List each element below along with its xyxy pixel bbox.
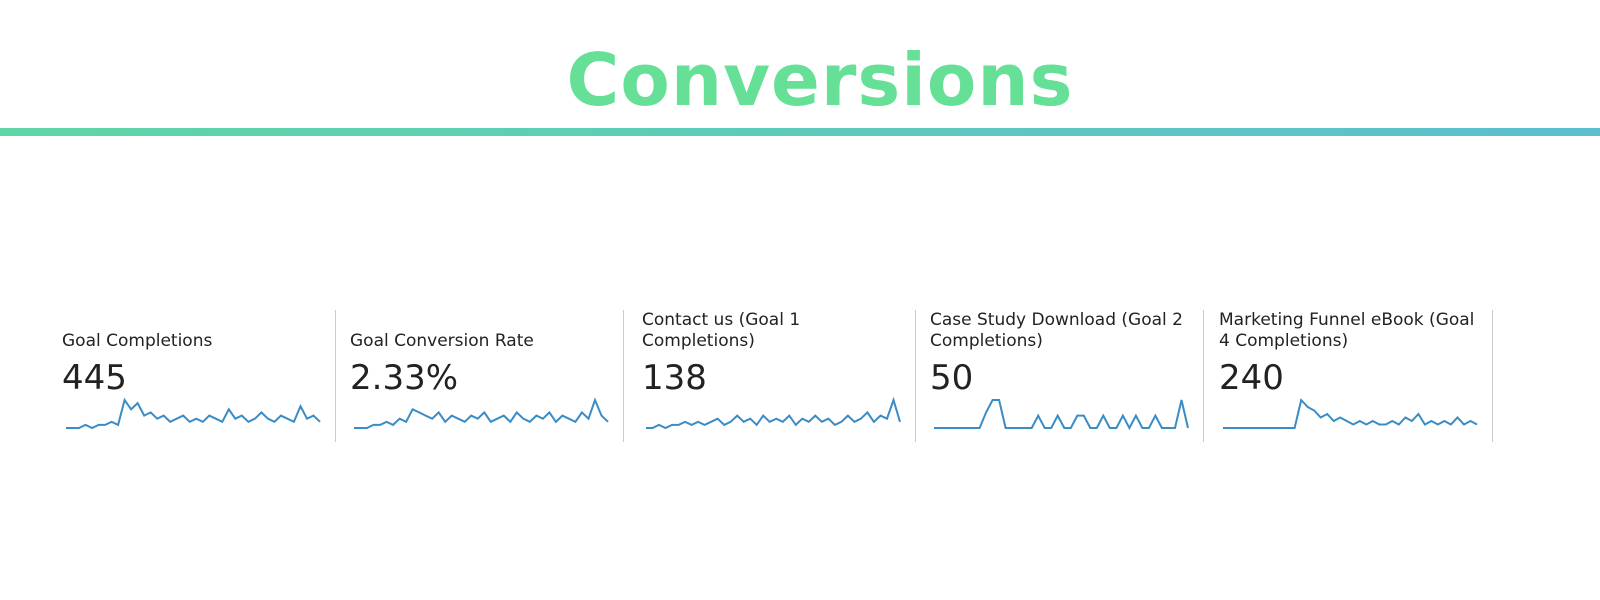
sparkline [646, 396, 901, 430]
sparkline-line [1223, 397, 1478, 429]
card-value: 2.33% [350, 358, 459, 398]
card-label: Case Study Download (Goal 2 Completions) [930, 310, 1183, 351]
scorecard: Contact us (Goal 1 Completions) 138 [642, 310, 916, 442]
sparkline [354, 397, 609, 429]
sparkline-line [66, 397, 321, 430]
sparkline [1223, 397, 1478, 429]
scorecard: Case Study Download (Goal 2 Completions)… [930, 310, 1204, 442]
header-rule [0, 128, 1600, 136]
scorecard: Goal Conversion Rate 2.33% [350, 310, 624, 442]
divider [623, 310, 624, 442]
divider [915, 310, 916, 442]
card-value: 445 [62, 358, 127, 398]
sparkline-line [934, 399, 1189, 431]
card-value: 138 [642, 358, 707, 398]
card-label: Goal Completions [62, 331, 213, 351]
page-title: Conversions [566, 38, 1074, 122]
scorecard: Marketing Funnel eBook (Goal 4 Completio… [1219, 310, 1493, 442]
sparkline-line [354, 397, 609, 429]
divider [1203, 310, 1204, 442]
sparkline [66, 397, 321, 430]
divider [1492, 310, 1493, 442]
card-value: 50 [930, 358, 974, 398]
sparkline-line [646, 396, 901, 430]
divider [335, 310, 336, 442]
card-label: Goal Conversion Rate [350, 331, 534, 351]
card-label: Marketing Funnel eBook (Goal 4 Completio… [1219, 310, 1475, 351]
card-value: 240 [1219, 358, 1284, 398]
card-label: Contact us (Goal 1 Completions) [642, 310, 801, 351]
scorecard: Goal Completions 445 [62, 310, 336, 442]
sparkline [934, 399, 1189, 431]
